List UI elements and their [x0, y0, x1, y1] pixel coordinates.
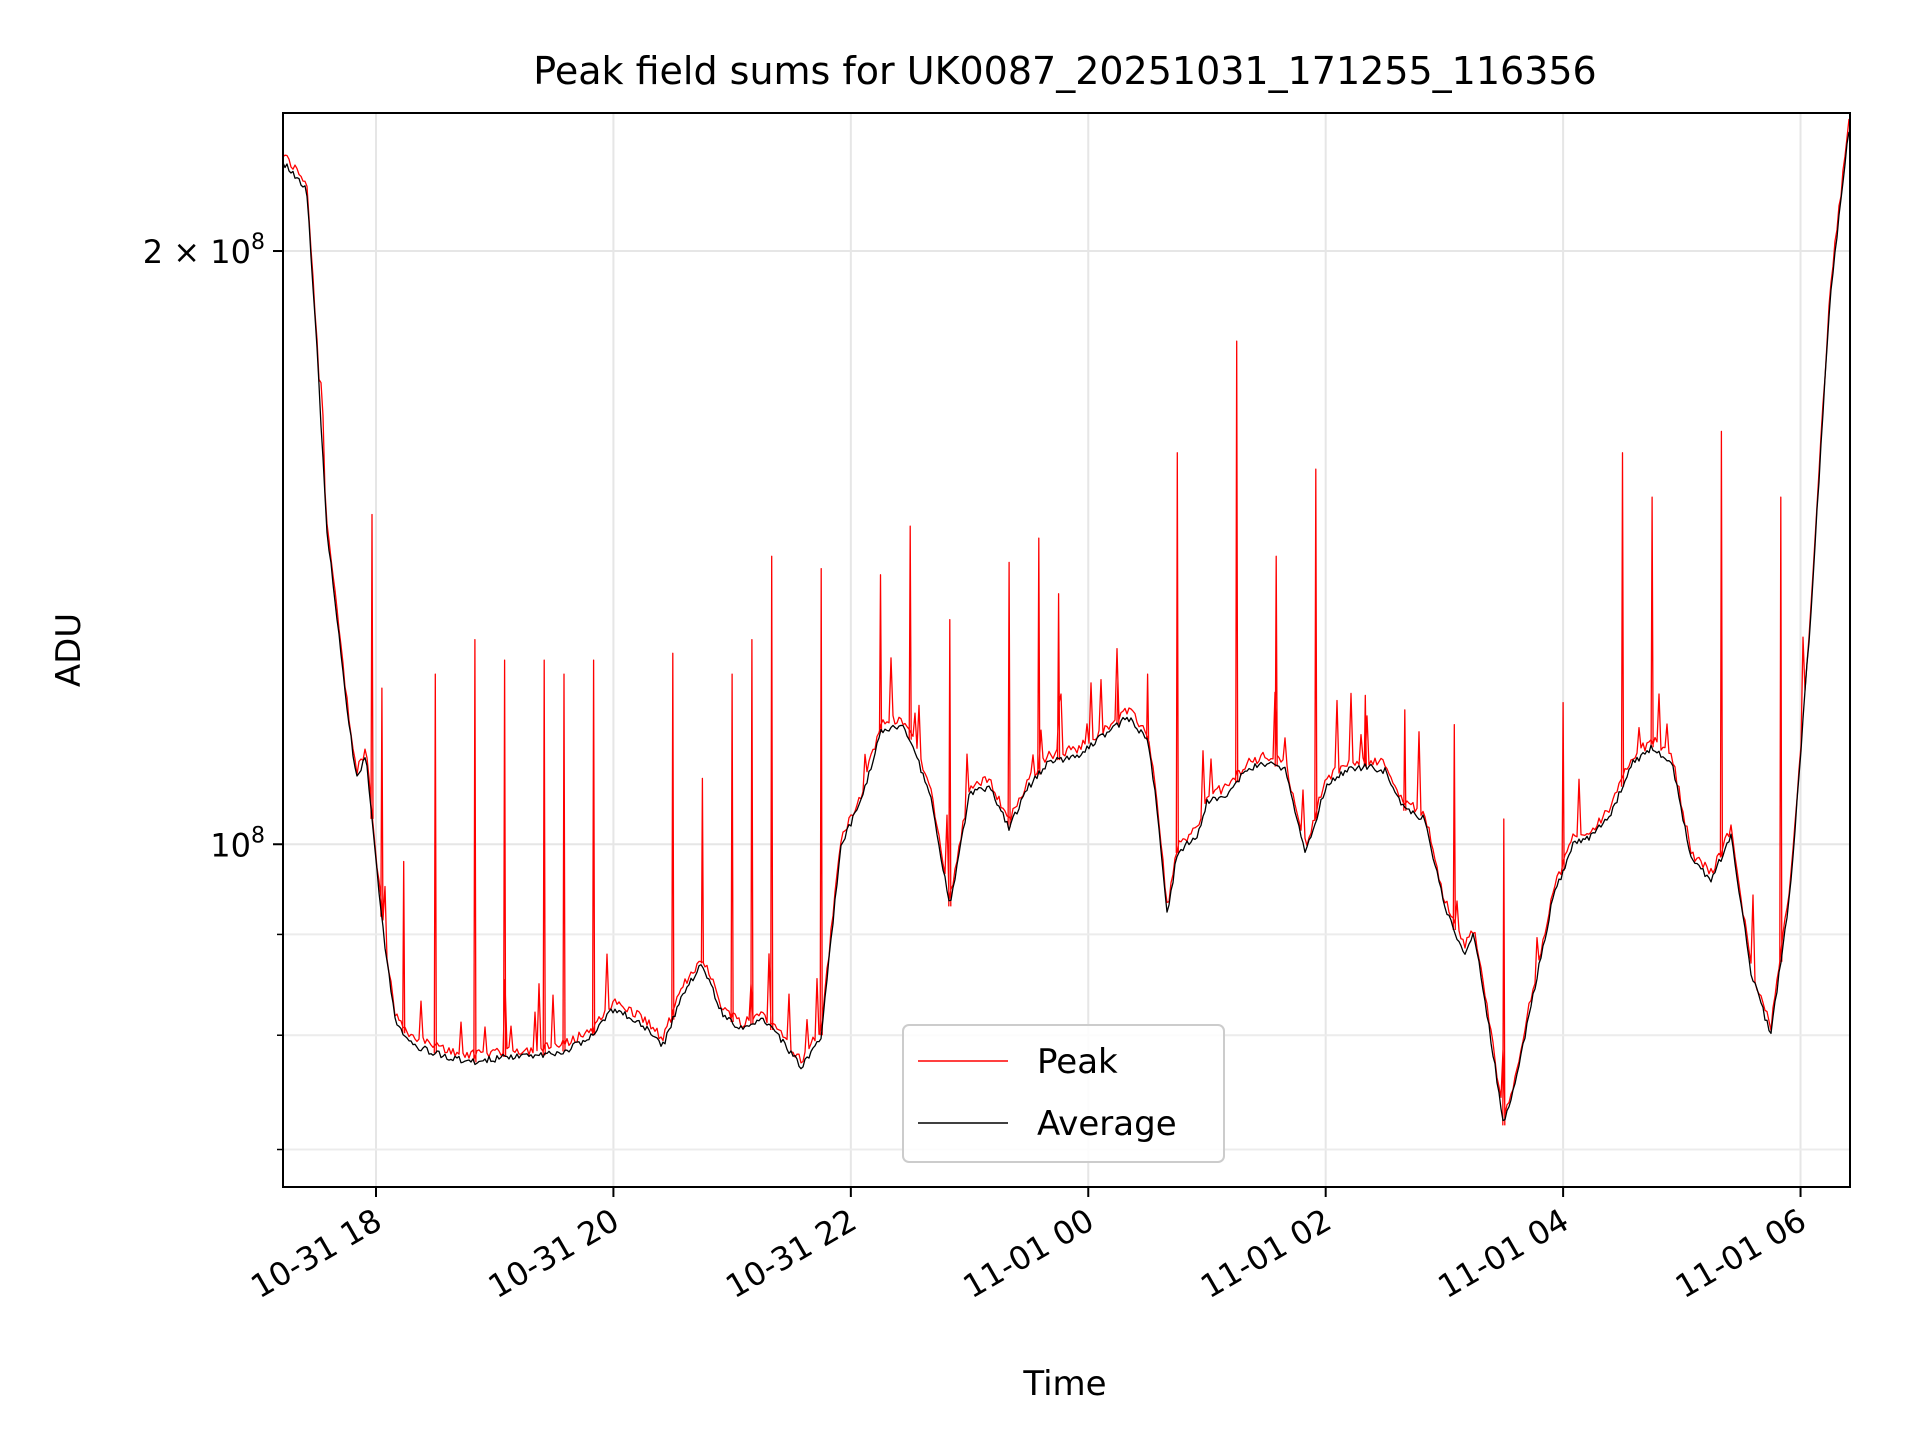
legend-box	[902, 1024, 1225, 1163]
grid	[283, 113, 1850, 1187]
chart-title: Peak field sums for UK0087_20251031_1712…	[533, 49, 1596, 93]
legend: Peak Average	[902, 1024, 1225, 1163]
legend-label-peak: Peak	[1037, 1042, 1118, 1082]
y-axis: 108 2 × 108	[143, 230, 283, 1151]
y-axis-label: ADU	[49, 613, 89, 687]
y-tick-label: 108	[210, 823, 265, 864]
plot-frame	[282, 112, 1851, 1188]
series-line-peak	[283, 118, 1850, 1126]
x-axis-label: Time	[1022, 1364, 1106, 1404]
series-line-average	[283, 131, 1850, 1122]
legend-label-average: Average	[1037, 1104, 1177, 1144]
y-tick-label: 2 × 108	[143, 230, 265, 271]
